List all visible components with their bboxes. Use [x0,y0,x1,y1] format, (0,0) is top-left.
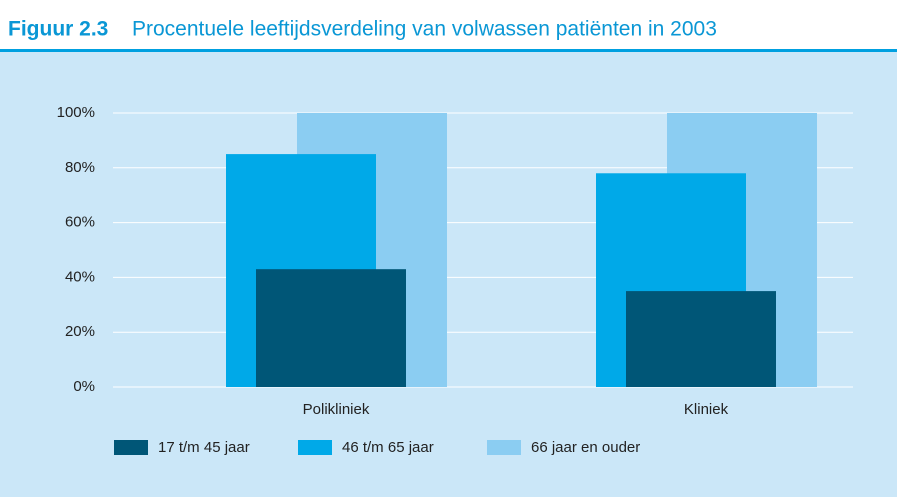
chart-title: Procentuele leeftijdsverdeling van volwa… [132,18,717,41]
y-tick-label: 0% [73,378,95,395]
legend-label: 17 t/m 45 jaar [158,439,250,456]
figure-label: Figuur 2.3 [8,18,108,41]
y-tick-label: 40% [65,268,95,285]
legend-swatch [298,440,332,455]
x-tick-label: Kliniek [684,401,729,418]
legend-swatch [487,440,521,455]
y-tick-label: 100% [57,104,95,121]
header-bg [0,0,897,52]
y-tick-label: 20% [65,323,95,340]
legend-swatch [114,440,148,455]
y-tick-label: 60% [65,214,95,231]
legend-label: 66 jaar en ouder [531,439,640,456]
x-tick-label: Polikliniek [303,401,370,418]
bar [256,269,406,387]
header-rule [0,49,897,52]
legend-label: 46 t/m 65 jaar [342,439,434,456]
bar [626,291,776,387]
y-tick-label: 80% [65,159,95,176]
